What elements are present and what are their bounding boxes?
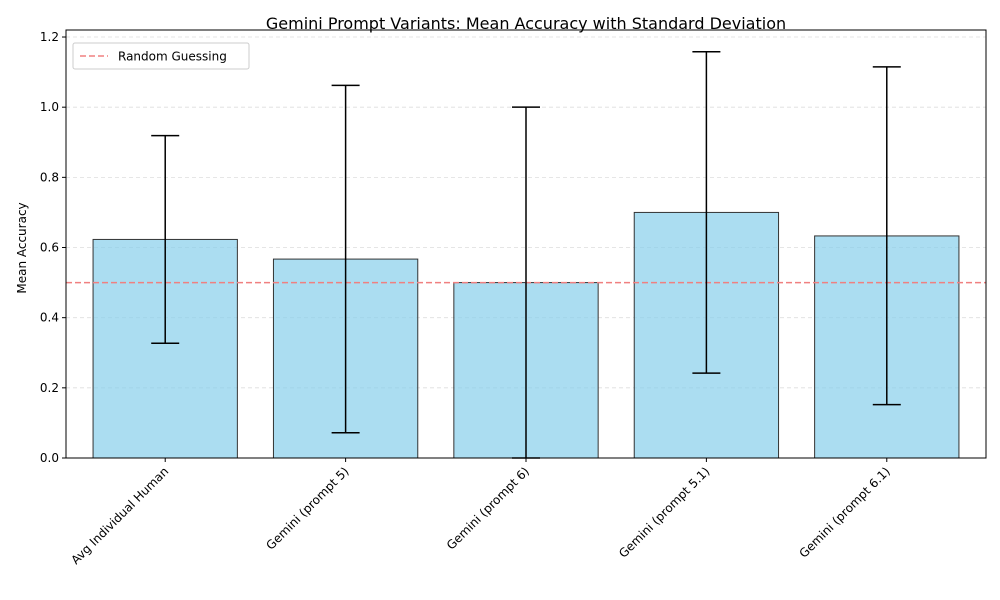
y-tick-label: 1.0: [40, 100, 59, 114]
legend: Random Guessing: [72, 42, 250, 70]
y-axis-ticks: 0.0 0.2 0.4 0.6 0.8 1.0 1.2: [40, 30, 66, 465]
y-tick-label: 0.8: [40, 170, 59, 184]
x-tick-label: Avg Individual Human: [68, 464, 171, 567]
x-tick-label: Gemini (prompt 5): [263, 464, 351, 552]
y-tick-label: 0.2: [40, 381, 59, 395]
x-tick-label: Gemini (prompt 5.1): [616, 464, 712, 560]
error-bars: [151, 51, 901, 459]
x-tick-label: Gemini (prompt 6): [444, 464, 532, 552]
y-tick-label: 0.4: [40, 311, 59, 325]
chart-title: Gemini Prompt Variants: Mean Accuracy wi…: [266, 14, 786, 33]
y-tick-label: 1.2: [40, 30, 59, 44]
legend-frame: [72, 42, 250, 70]
y-tick-label: 0.6: [40, 241, 59, 255]
x-axis-ticks: Avg Individual Human Gemini (prompt 5) Gem…: [68, 458, 893, 567]
y-axis-label: Mean Accuracy: [15, 202, 29, 293]
legend-label-random-guessing: Random Guessing: [118, 50, 227, 64]
y-tick-label: 0.0: [40, 451, 59, 465]
x-tick-label: Gemini (prompt 6.1): [796, 464, 892, 560]
